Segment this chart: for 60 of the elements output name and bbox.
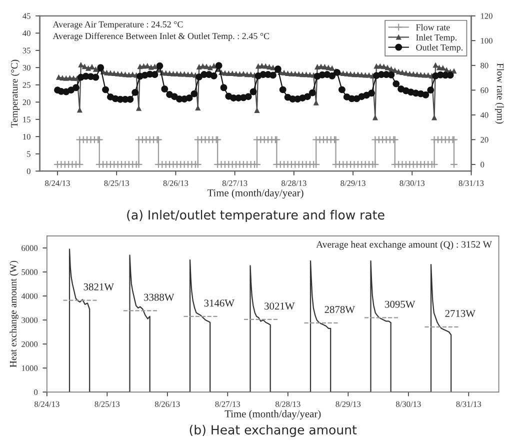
x-axis-title: Time (month/day/year) [207, 189, 304, 199]
x-tick-label: 8/26/13 [163, 180, 188, 186]
annotation: 3146W [204, 300, 234, 307]
y-tick-label: 30 [22, 64, 30, 71]
x-tick-label: 8/29/13 [336, 401, 361, 407]
y-tick-label: 20 [22, 99, 30, 106]
legend-label: Inlet Temp. [416, 34, 456, 42]
annotation: 2878W [324, 306, 355, 314]
y-tick-label: 6000 [22, 245, 38, 251]
y-tick-label: 1000 [22, 365, 38, 372]
x-tick-label: 8/24/13 [45, 180, 70, 186]
x-tick-label: 8/25/13 [104, 180, 130, 186]
x-tick-label: 8/27/13 [215, 401, 240, 407]
text: (a) Inlet/outlet temperature and flow rate [127, 210, 384, 222]
y-tick-label: 5000 [22, 269, 38, 275]
x-tick-label: 8/29/13 [340, 180, 366, 186]
x-tick-label: 8/28/13 [282, 180, 306, 186]
y-tick-label: 3000 [22, 317, 38, 323]
y-tick-label: 0 [34, 389, 38, 396]
y2-tick-label: 60 [480, 88, 488, 94]
annotation: 3388W [144, 294, 174, 301]
legend-label: Outlet Temp. [416, 44, 463, 52]
annotation: Average Air Temperature : 24.52 °C [52, 21, 183, 30]
y-tick-label: 40 [22, 30, 30, 36]
legend-label: Flow rate [416, 24, 450, 30]
x-axis-title: Time (month/day/year) [224, 410, 321, 420]
y2-tick-label: 20 [480, 137, 488, 143]
annotation: 3821W [84, 283, 114, 290]
annotation: 3021W [264, 302, 295, 310]
y-tick-label: 10 [23, 134, 30, 140]
annotation: 3095W [385, 300, 416, 308]
y-tick-label: 45 [22, 13, 30, 19]
x-tick-label: 8/31/13 [456, 401, 482, 407]
y2-tick-label: 0 [480, 162, 484, 168]
y-axis-title: Temperature (°C) [10, 60, 20, 128]
x-tick-label: 8/30/13 [400, 180, 425, 186]
y-axis-title: Heat exchange amount (W) [10, 260, 18, 368]
y-tick-label: 25 [22, 82, 30, 88]
y2-axis-title: Flow rate (lpm) [495, 63, 504, 124]
annotation: 2713W [445, 310, 476, 318]
x-tick-label: 8/24/13 [34, 401, 60, 407]
y2-tick-label: 80 [480, 62, 488, 68]
x-tick-label: 8/27/13 [222, 180, 248, 186]
x-tick-label: 8/26/13 [155, 401, 180, 407]
y2-tick-label: 100 [481, 38, 492, 44]
x-tick-label: 8/30/13 [396, 401, 421, 407]
y-tick-label: 35 [22, 48, 30, 54]
y-tick-label: 5 [27, 151, 30, 157]
y2-tick-label: 40 [480, 112, 488, 118]
annotation: Average Difference Between Inlet & Outlet Temp. : 2.45 °C [52, 32, 270, 41]
text: (b) Heat exchange amount [190, 424, 357, 437]
x-tick-label: 8/25/13 [94, 401, 120, 407]
y2-tick-label: 120 [481, 13, 492, 19]
y-tick-label: 15 [23, 116, 30, 122]
y-tick-label: 0 [26, 168, 30, 174]
y-tick-label: 2000 [22, 341, 38, 347]
x-tick-label: 8/28/13 [276, 401, 300, 407]
y-tick-label: 4000 [21, 293, 38, 299]
annotation: Average heat exchange amount (Q) : 3152 W [316, 240, 492, 250]
x-tick-label: 8/31/13 [458, 180, 484, 186]
